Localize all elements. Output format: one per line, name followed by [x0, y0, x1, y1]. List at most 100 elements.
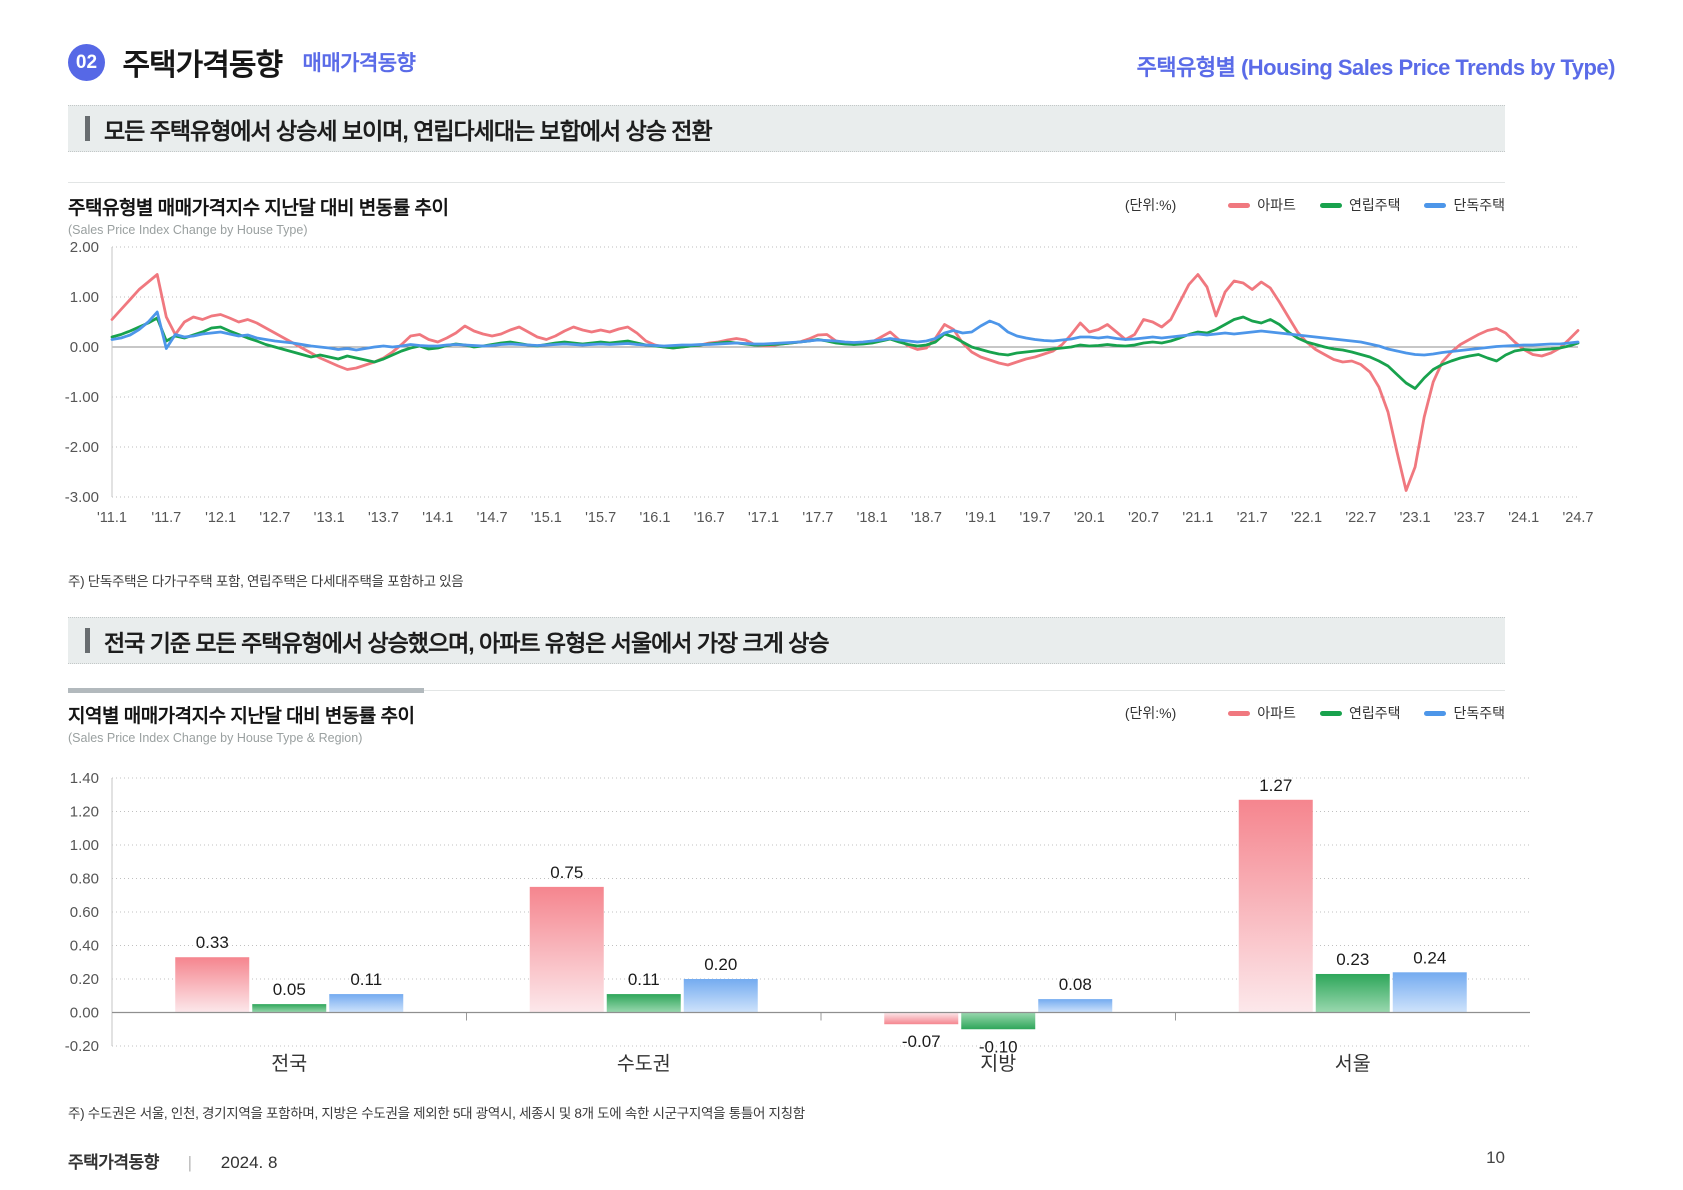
legend-item-row-house: 연립주택 — [1319, 703, 1401, 723]
bar-detached-house-지방 — [1038, 999, 1113, 1013]
footer-doc-title: 주택가격동향 — [68, 1153, 159, 1172]
page-subtitle: 매매가격동향 — [302, 52, 416, 75]
x-axis-tick-label: '21.1 — [1182, 510, 1213, 526]
bar-value-label: -0.07 — [902, 1032, 941, 1051]
x-axis-tick-label: '13.7 — [368, 510, 399, 526]
key-finding-banner-1: 모든 주택유형에서 상승세 보이며, 연립다세대는 보합에서 상승 전환 — [68, 105, 1505, 152]
line-series-row-house — [110, 315, 1580, 390]
apartment-color-swatch — [1228, 710, 1251, 716]
page-title-english: 주택유형별 (Housing Sales Price Trends by Typ… — [1136, 55, 1616, 80]
bar-value-label: -0.10 — [979, 1037, 1018, 1056]
line-chart-subtitle: (Sales Price Index Change by House Type) — [68, 223, 308, 237]
line-chart-legend: (단위:%) 아파트 연립주택 단독주택 — [1125, 195, 1505, 215]
line-chart-title: 주택유형별 매매가격지수 지난달 대비 변동률 추이 — [68, 198, 449, 219]
key-finding-text-1: 모든 주택유형에서 상승세 보이며, 연립다세대는 보합에서 상승 전환 — [104, 117, 713, 144]
y-axis-tick-label: 2.00 — [70, 239, 99, 256]
category-label-수도권: 수도권 — [617, 1053, 671, 1075]
category-label-전국: 전국 — [271, 1053, 307, 1075]
bar-row-house-전국 — [252, 1004, 327, 1013]
bar-apartment-지방 — [884, 1012, 959, 1025]
unit-label: (단위:%) — [1124, 705, 1177, 721]
banner-accent-bar — [85, 116, 90, 141]
x-axis-tick-label: '17.1 — [748, 510, 779, 526]
bar-value-label: 0.20 — [704, 955, 737, 974]
bar-chart-subtitle: (Sales Price Index Change by House Type … — [68, 731, 363, 745]
x-axis-tick-label: '23.1 — [1400, 510, 1431, 526]
line-series-detached-house — [110, 310, 1580, 357]
category-label-지방: 지방 — [980, 1053, 1016, 1075]
legend-item-detached-house: 단독주택 — [1424, 703, 1505, 723]
y-axis-tick-label: 1.00 — [70, 837, 99, 854]
x-axis-tick-label: '11.7 — [151, 510, 181, 526]
x-axis-tick-label: '15.7 — [585, 510, 616, 526]
legend-item-row-house: 연립주택 — [1319, 195, 1401, 215]
y-axis-tick-label: -3.00 — [65, 489, 99, 506]
y-axis-tick-label: 0.80 — [70, 871, 99, 888]
regional-price-change-bar-chart: 1.40 1.20 1.00 0.80 0.60 0.40 0.20 0.00 -0.20 0.3… — [65, 770, 1530, 1075]
line-series-apartment — [110, 273, 1580, 492]
x-axis-tick-label: '20.1 — [1074, 510, 1105, 526]
x-axis-tick-label: '13.1 — [314, 510, 345, 526]
bar-value-label: 0.11 — [628, 970, 660, 989]
x-axis-tick-label: '19.7 — [1020, 510, 1051, 526]
bar-row-house-지방 — [961, 1012, 1036, 1030]
x-axis-tick-label: '16.7 — [694, 510, 725, 526]
section-rule-accent — [68, 688, 424, 693]
bar-apartment-전국 — [175, 957, 250, 1013]
x-axis-tick-label: '22.7 — [1345, 510, 1376, 526]
bar-row-house-수도권 — [606, 994, 681, 1013]
bar-row-house-서울 — [1315, 973, 1390, 1013]
y-axis-tick-label: 0.00 — [70, 1005, 99, 1022]
bar-value-label: 1.27 — [1259, 776, 1292, 795]
key-finding-banner-2: 전국 기준 모든 주택유형에서 상승했으며, 아파트 유형은 서울에서 가장 크… — [68, 617, 1505, 664]
bar-value-label: 0.33 — [196, 933, 229, 952]
y-axis-tick-label: 0.20 — [70, 971, 99, 988]
x-axis-tick-label: '19.1 — [965, 510, 996, 526]
bar-apartment-수도권 — [529, 886, 604, 1013]
row-house-color-swatch — [1319, 710, 1342, 716]
x-axis-tick-label: '21.7 — [1237, 510, 1268, 526]
legend-item-apartment: 아파트 — [1228, 195, 1296, 215]
detached-house-color-swatch — [1424, 202, 1447, 208]
bar-value-label: 0.11 — [350, 970, 382, 989]
x-axis-tick-label: '17.7 — [802, 510, 833, 526]
y-axis-tick-label: 0.40 — [70, 938, 99, 955]
y-axis-tick-label: 1.20 — [70, 804, 99, 821]
x-axis-tick-label: '15.1 — [531, 510, 562, 526]
legend-label-row-house: 연립주택 — [1348, 705, 1401, 721]
page-footer: 주택가격동향 | 2024. 8 10 — [68, 1148, 1505, 1173]
y-axis-tick-label: -2.00 — [65, 439, 99, 456]
bar-value-label: 0.08 — [1059, 975, 1092, 994]
y-axis-tick-label: -1.00 — [65, 389, 99, 406]
x-axis-tick-label: '12.7 — [259, 510, 290, 526]
bar-value-label: 0.24 — [1413, 948, 1446, 967]
x-axis-tick-label: '24.7 — [1563, 510, 1594, 526]
y-axis-tick-label: 0.00 — [70, 339, 99, 356]
legend-item-apartment: 아파트 — [1228, 703, 1296, 723]
bar-detached-house-전국 — [329, 994, 404, 1013]
category-label-서울: 서울 — [1335, 1053, 1371, 1075]
x-axis-tick-label: '12.1 — [205, 510, 236, 526]
bar-chart-header: 지역별 매매가격지수 지난달 대비 변동률 추이 (Sales Price In… — [68, 688, 1505, 745]
x-axis-tick-label: '24.1 — [1508, 510, 1539, 526]
legend-label-detached-house: 단독주택 — [1453, 705, 1505, 721]
bar-chart-footnote: 주) 수도권은 서울, 인천, 경기지역을 포함하며, 지방은 수도권을 제외한… — [68, 1106, 805, 1121]
legend-label-apartment: 아파트 — [1257, 197, 1296, 213]
line-chart-header: 주택유형별 매매가격지수 지난달 대비 변동률 추이 (Sales Price … — [68, 182, 1505, 237]
page-number: 10 — [1486, 1148, 1505, 1167]
bar-chart-legend: (단위:%) 아파트 연립주택 단독주택 — [1125, 703, 1505, 723]
bar-value-label: 0.23 — [1336, 950, 1369, 969]
apartment-color-swatch — [1228, 202, 1251, 208]
x-axis-tick-label: '20.7 — [1128, 510, 1159, 526]
x-axis-tick-label: '18.1 — [857, 510, 888, 526]
legend-label-row-house: 연립주택 — [1348, 197, 1401, 213]
x-axis-tick-label: '11.1 — [97, 510, 127, 526]
x-axis-tick-label: '22.1 — [1291, 510, 1322, 526]
x-axis-tick-label: '23.7 — [1454, 510, 1485, 526]
banner-accent-bar — [85, 628, 90, 653]
bar-detached-house-서울 — [1392, 972, 1467, 1013]
y-axis-tick-label: -0.20 — [65, 1038, 99, 1055]
x-axis-tick-label: '16.1 — [639, 510, 670, 526]
line-chart-footnote: 주) 단독주택은 다가구주택 포함, 연립주택은 다세대주택을 포함하고 있음 — [68, 574, 464, 589]
